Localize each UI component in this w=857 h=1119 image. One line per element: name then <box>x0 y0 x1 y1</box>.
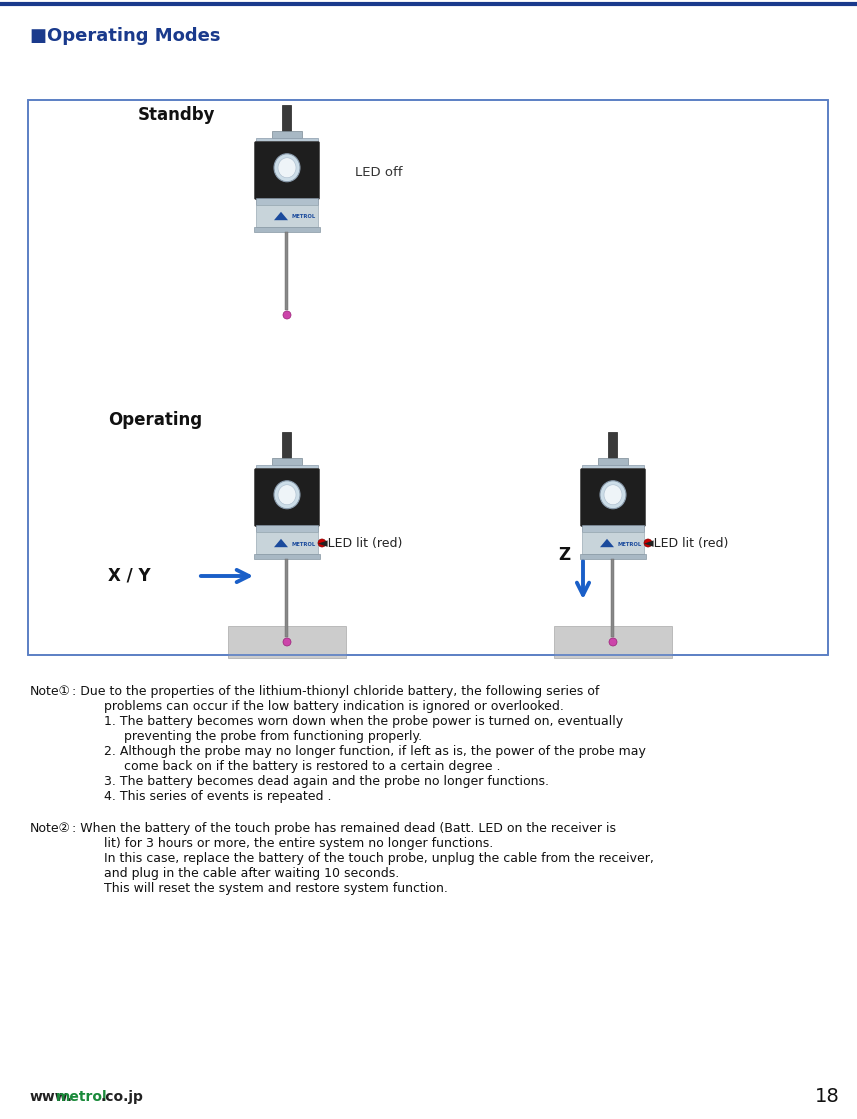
Text: : Due to the properties of the lithium-thionyl chloride battery, the following s: : Due to the properties of the lithium-t… <box>68 685 646 803</box>
Text: METROL: METROL <box>292 542 316 546</box>
FancyBboxPatch shape <box>582 466 644 470</box>
Text: ◄LED lit (red): ◄LED lit (red) <box>644 536 728 549</box>
FancyBboxPatch shape <box>580 469 645 527</box>
Ellipse shape <box>278 158 296 178</box>
Polygon shape <box>274 211 288 220</box>
Ellipse shape <box>283 638 291 646</box>
FancyBboxPatch shape <box>582 532 644 554</box>
Ellipse shape <box>609 638 617 646</box>
FancyBboxPatch shape <box>256 525 318 532</box>
FancyBboxPatch shape <box>256 532 318 554</box>
FancyBboxPatch shape <box>255 141 320 199</box>
Polygon shape <box>600 539 614 547</box>
Ellipse shape <box>278 485 296 505</box>
Ellipse shape <box>644 539 652 547</box>
FancyBboxPatch shape <box>255 227 320 232</box>
Ellipse shape <box>600 481 626 509</box>
FancyBboxPatch shape <box>285 232 289 310</box>
FancyBboxPatch shape <box>255 554 320 560</box>
FancyBboxPatch shape <box>580 554 646 560</box>
Text: METROL: METROL <box>618 542 642 546</box>
Text: Note①: Note① <box>30 685 71 698</box>
Text: METROL: METROL <box>292 215 316 219</box>
FancyBboxPatch shape <box>255 469 320 527</box>
Text: .co.jp: .co.jp <box>101 1090 144 1104</box>
Polygon shape <box>274 539 288 547</box>
FancyBboxPatch shape <box>272 458 302 466</box>
FancyBboxPatch shape <box>612 560 614 637</box>
FancyBboxPatch shape <box>228 626 346 658</box>
Ellipse shape <box>604 485 622 505</box>
FancyBboxPatch shape <box>256 198 318 205</box>
FancyBboxPatch shape <box>272 131 302 138</box>
FancyBboxPatch shape <box>285 560 289 637</box>
Text: Note②: Note② <box>30 822 71 835</box>
FancyBboxPatch shape <box>283 105 291 131</box>
Text: ◄LED lit (red): ◄LED lit (red) <box>318 536 403 549</box>
FancyBboxPatch shape <box>554 626 672 658</box>
Ellipse shape <box>274 153 300 181</box>
Text: metrol: metrol <box>56 1090 108 1104</box>
FancyBboxPatch shape <box>256 138 318 143</box>
Text: X / Y: X / Y <box>108 567 151 585</box>
FancyBboxPatch shape <box>256 466 318 470</box>
Text: ■Operating Modes: ■Operating Modes <box>30 27 220 45</box>
FancyBboxPatch shape <box>256 205 318 227</box>
FancyBboxPatch shape <box>608 432 618 458</box>
FancyBboxPatch shape <box>283 432 291 458</box>
Ellipse shape <box>274 481 300 509</box>
Text: LED off: LED off <box>355 166 403 179</box>
FancyBboxPatch shape <box>28 100 828 655</box>
Text: : When the battery of the touch probe has remained dead (Batt. LED on the receiv: : When the battery of the touch probe ha… <box>68 822 654 895</box>
Ellipse shape <box>283 311 291 319</box>
Ellipse shape <box>318 539 326 547</box>
Text: 18: 18 <box>815 1088 839 1107</box>
Text: Standby: Standby <box>138 106 215 124</box>
FancyBboxPatch shape <box>598 458 628 466</box>
Text: Z: Z <box>558 546 570 564</box>
Text: www.: www. <box>30 1090 73 1104</box>
Text: Operating: Operating <box>108 411 202 429</box>
FancyBboxPatch shape <box>582 525 644 532</box>
